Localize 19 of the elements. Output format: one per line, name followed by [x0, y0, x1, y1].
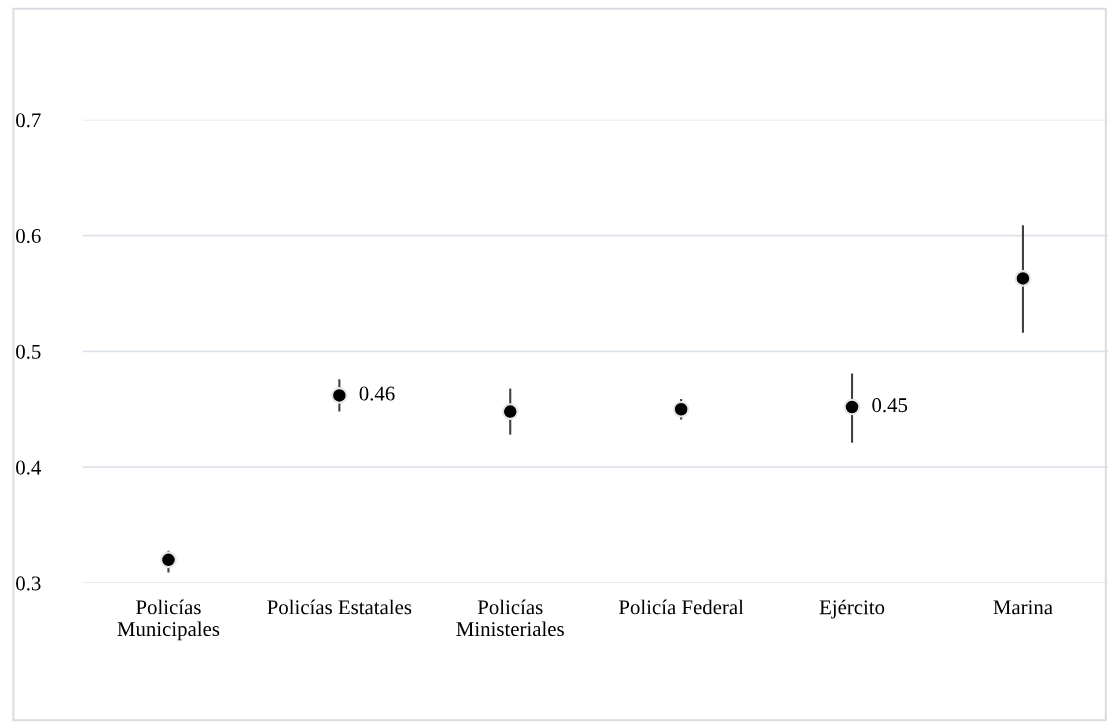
- data-label: 0.46: [359, 386, 395, 401]
- y-tick-label: 0.5: [16, 344, 41, 359]
- y-tick-label: 0.6: [16, 228, 41, 244]
- x-tick-label: Policía Federal: [618, 599, 744, 615]
- point: [331, 387, 348, 404]
- data-label: 0.45: [872, 398, 908, 413]
- y-tick-label: 0.3: [16, 576, 41, 591]
- x-tick-label: Policías Municipales: [117, 599, 220, 641]
- x-tick-label: Policías Estatales: [267, 599, 412, 615]
- x-tick-label: Policías Ministeriales: [456, 599, 564, 637]
- point: [501, 403, 519, 420]
- point: [843, 398, 861, 416]
- y-tick-label: 0.4: [16, 460, 41, 475]
- y-tick-label: 0.7: [16, 113, 41, 128]
- point: [1014, 270, 1032, 287]
- x-tick-label: Ejército: [819, 599, 885, 619]
- point: [160, 551, 177, 569]
- point: [672, 400, 690, 418]
- x-tick-label: Marina: [993, 600, 1053, 615]
